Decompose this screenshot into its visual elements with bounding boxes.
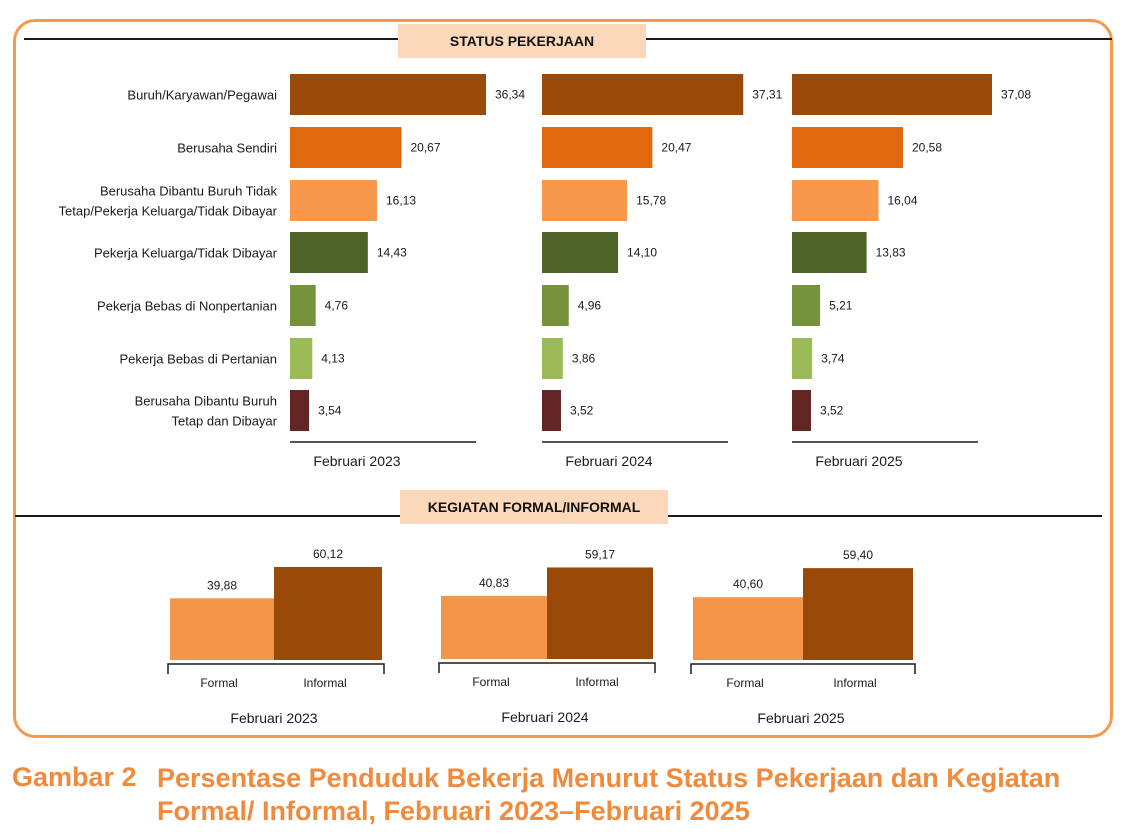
bar-2-4: [792, 285, 821, 326]
bar-0-6: [290, 390, 310, 431]
bar-2-1: [792, 127, 903, 168]
data-label: 37,31: [752, 88, 782, 102]
bar-2-formal: [693, 597, 803, 660]
bar-0-informal: [274, 567, 382, 660]
period-label: Februari 2024: [565, 453, 652, 469]
category-label: Informal: [303, 676, 346, 690]
status-section-rule-right: [646, 38, 1112, 40]
category-label: Pekerja Bebas di Nonpertanian: [97, 299, 277, 314]
category-label: Berusaha Dibantu Buruh: [135, 394, 277, 409]
bar-0-2: [290, 180, 377, 221]
bar-2-2: [792, 180, 879, 221]
axis-bracket: [690, 663, 916, 674]
data-label: 14,43: [377, 246, 407, 260]
bar-1-0: [542, 74, 744, 115]
bar-1-2: [542, 180, 628, 221]
status-pekerjaan-chart: Buruh/Karyawan/Pegawai Berusaha Sendiri Be…: [59, 74, 1031, 469]
chart-frame: [13, 19, 1113, 738]
formal-informal-chart: 39,88 Formal 60,12 Informal Februari 2023 40,…: [167, 547, 916, 726]
period-label: Februari 2024: [501, 709, 588, 725]
data-label: 20,58: [912, 141, 942, 155]
bar-0-4: [290, 285, 316, 326]
data-label: 15,78: [636, 194, 666, 208]
category-label: Pekerja Bebas di Pertanian: [119, 352, 277, 367]
bar-2-5: [792, 338, 813, 379]
category-label: Informal: [833, 676, 876, 690]
data-label: 13,83: [876, 246, 906, 260]
data-label: 4,13: [321, 352, 345, 366]
data-label: 16,13: [386, 194, 416, 208]
data-label: 60,12: [313, 547, 343, 561]
category-label: Tetap dan Dibayar: [171, 414, 277, 429]
bar-0-formal: [170, 598, 274, 660]
figure-number: Gambar 2: [12, 762, 137, 792]
bar-0-5: [290, 338, 313, 379]
period-label: Februari 2025: [815, 453, 902, 469]
category-label: Formal: [472, 675, 509, 689]
bar-2-0: [792, 74, 992, 115]
bar-2-informal: [803, 568, 913, 660]
bar-1-6: [542, 390, 561, 431]
data-label: 39,88: [207, 578, 237, 592]
bar-1-informal: [547, 567, 653, 659]
category-label: Pekerja Keluarga/Tidak Dibayar: [94, 246, 278, 261]
category-label: Formal: [726, 676, 763, 690]
data-label: 3,74: [821, 352, 845, 366]
formal-section-title: KEGIATAN FORMAL/INFORMAL: [400, 490, 668, 524]
data-label: 3,52: [570, 404, 594, 418]
data-label: 20,67: [410, 141, 440, 155]
status-section-rule-left: [24, 38, 400, 40]
status-section-title: STATUS PEKERJAAN: [398, 24, 646, 58]
data-label: 14,10: [627, 246, 657, 260]
data-label: 4,76: [325, 299, 349, 313]
category-label: Tetap/Pekerja Keluarga/Tidak Dibayar: [59, 204, 278, 219]
bar-0-3: [290, 232, 368, 273]
data-label: 5,21: [829, 299, 853, 313]
data-label: 36,34: [495, 88, 525, 102]
category-label: Berusaha Sendiri: [177, 141, 277, 156]
data-label: 59,17: [585, 547, 615, 561]
data-label: 3,86: [572, 352, 596, 366]
formal-section-rule-right: [668, 515, 1102, 517]
data-label: 37,08: [1001, 88, 1031, 102]
bar-2-3: [792, 232, 867, 273]
data-label: 40,60: [733, 577, 763, 591]
data-label: 59,40: [843, 548, 873, 562]
period-label: Februari 2023: [313, 453, 400, 469]
bar-1-formal: [441, 595, 547, 659]
bar-2-6: [792, 390, 811, 431]
data-label: 20,47: [661, 141, 691, 155]
data-label: 16,04: [888, 194, 918, 208]
data-label: 3,54: [318, 404, 342, 418]
data-label: 40,83: [479, 576, 509, 590]
category-label: Informal: [575, 675, 618, 689]
category-label: Formal: [200, 676, 237, 690]
axis-bracket: [167, 663, 385, 674]
period-label: Februari 2025: [757, 710, 844, 726]
period-label: Februari 2023: [230, 710, 317, 726]
bar-1-3: [542, 232, 619, 273]
category-label: Buruh/Karyawan/Pegawai: [127, 88, 277, 103]
bar-0-1: [290, 127, 402, 168]
formal-section-rule-left: [15, 515, 402, 517]
bar-1-4: [542, 285, 569, 326]
bar-0-0: [290, 74, 486, 115]
figure-caption: Persentase Penduduk Bekerja Menurut Stat…: [157, 763, 1061, 826]
data-label: 4,96: [578, 299, 602, 313]
bar-1-5: [542, 338, 563, 379]
axis-bracket: [438, 662, 656, 673]
bar-1-1: [542, 127, 653, 168]
data-label: 3,52: [820, 404, 844, 418]
category-label: Berusaha Dibantu Buruh Tidak: [100, 184, 278, 199]
